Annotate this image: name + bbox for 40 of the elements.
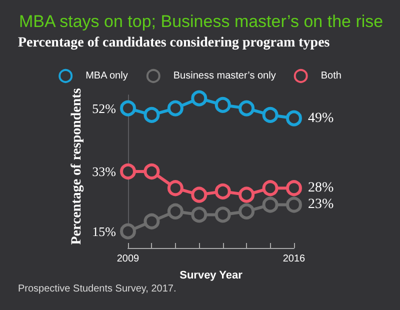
legend-label: Both xyxy=(320,70,342,82)
point xyxy=(214,206,231,223)
point xyxy=(286,196,302,213)
point xyxy=(120,223,136,240)
point xyxy=(191,90,208,106)
y-tick-label: 33% xyxy=(92,164,116,179)
chart-subtitle: Percentage of candidates considering program types xyxy=(18,36,330,50)
point xyxy=(286,180,302,196)
data-label: 49% xyxy=(308,110,334,126)
point xyxy=(238,186,255,203)
point xyxy=(120,100,136,116)
data-label: 23% xyxy=(308,197,334,212)
point xyxy=(167,180,184,196)
point xyxy=(238,203,255,220)
point xyxy=(262,196,278,213)
chart-title: MBA stays on top; Business master’s on the rise xyxy=(19,12,384,31)
point xyxy=(144,106,160,123)
point xyxy=(120,163,136,180)
point xyxy=(238,100,255,116)
text: Prospective Students Survey, 2017. xyxy=(18,284,176,294)
point xyxy=(167,203,184,220)
point xyxy=(191,206,208,223)
legend-label: MBA only xyxy=(86,70,128,82)
y-tick-label: 52% xyxy=(92,100,116,116)
point xyxy=(191,186,208,203)
y-axis-title: Percentage of respondents xyxy=(70,88,84,245)
point xyxy=(144,213,160,230)
x-axis-title: Survey Year xyxy=(180,270,244,282)
point xyxy=(144,163,160,180)
point xyxy=(262,180,278,196)
point xyxy=(214,96,231,113)
point xyxy=(262,106,278,123)
data-label: 28% xyxy=(308,180,334,196)
y-tick-label: 15% xyxy=(92,224,116,239)
x-tick-label: 2016 xyxy=(282,254,306,264)
point xyxy=(167,100,184,116)
point xyxy=(286,110,302,126)
point xyxy=(214,183,231,200)
x-tick-label: 2009 xyxy=(116,254,140,264)
legend-label: Business master’s only xyxy=(173,70,276,82)
